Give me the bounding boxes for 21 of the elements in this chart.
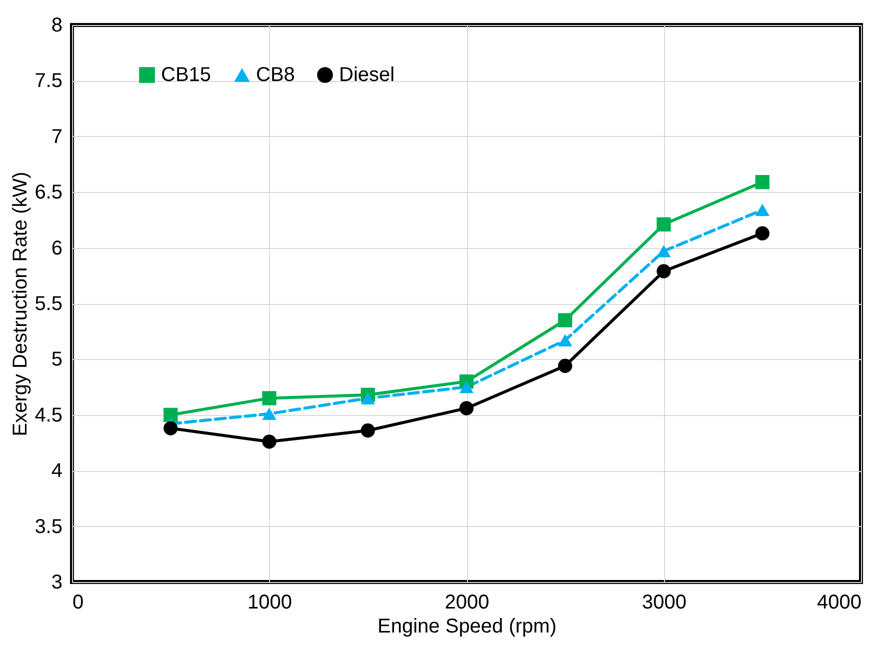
y-tick-label: 4 [51, 460, 62, 482]
legend-label: CB8 [256, 64, 295, 86]
legend-label: CB15 [161, 64, 212, 86]
x-tick-label: 4000 [817, 592, 862, 614]
x-tick-label: 3000 [642, 592, 686, 614]
y-tick-label: 4.5 [34, 404, 62, 426]
x-axis-title: Engine Speed (rpm) [378, 616, 556, 638]
y-tick-label: 8 [51, 14, 62, 36]
y-tick-label: 5.5 [34, 293, 62, 315]
y-tick-label: 6 [51, 237, 62, 260]
y-tick-label: 3.5 [34, 516, 62, 538]
legend-label: Diesel [339, 64, 395, 86]
y-tick-label: 5 [51, 348, 62, 371]
y-axis-title: Exergy Destruction Rate (kW) [10, 172, 32, 436]
y-tick-label: 3 [51, 572, 62, 594]
x-tick-label: 1000 [248, 592, 292, 614]
y-tick-label: 6.5 [34, 182, 62, 204]
y-tick-label: 7 [51, 126, 62, 148]
x-tick-label: 0 [72, 592, 84, 614]
x-tick-label: 2000 [444, 592, 490, 614]
y-tick-label: 7.5 [34, 70, 62, 92]
